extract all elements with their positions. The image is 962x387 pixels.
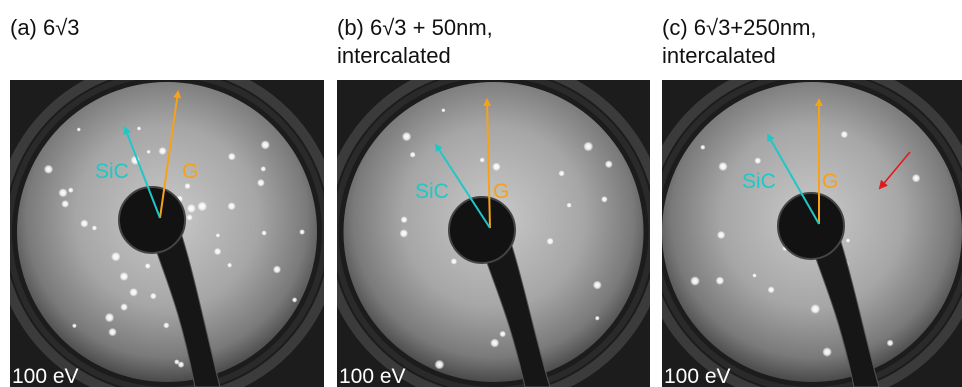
- energy-label: 100 eV: [339, 365, 406, 387]
- image-content: SiC G 100 eV: [326, 64, 662, 387]
- spot: [61, 200, 69, 208]
- spot: [228, 153, 236, 161]
- spot: [690, 276, 700, 286]
- spot: [120, 303, 128, 311]
- spot: [58, 188, 67, 197]
- page: (a) 6√3 SiC G 100 eV (b) 6√3 + 50nm, intercal…: [0, 0, 962, 387]
- spot: [595, 316, 600, 321]
- g-label: G: [822, 170, 838, 193]
- spot: [77, 127, 81, 131]
- panel-title: (a) 6√3: [10, 15, 80, 40]
- spot: [147, 150, 151, 154]
- gun-disk: [449, 197, 515, 263]
- spot: [559, 170, 565, 176]
- spot: [257, 179, 265, 187]
- spot: [187, 214, 193, 220]
- spot: [80, 219, 88, 227]
- spot: [400, 229, 409, 238]
- spot: [105, 313, 115, 323]
- spot: [451, 258, 457, 264]
- spot: [187, 204, 196, 213]
- spot: [605, 160, 613, 168]
- leed-image: SiC G 100 eV: [326, 64, 662, 387]
- spot: [716, 276, 725, 285]
- image-content: SiC G 100 eV: [0, 64, 335, 387]
- spot: [822, 347, 832, 357]
- spot: [593, 281, 602, 290]
- spot: [410, 152, 416, 158]
- leed-image: SiC G 100 eV: [0, 64, 335, 387]
- spot: [567, 203, 572, 208]
- spot: [887, 340, 894, 347]
- panel-title: intercalated: [337, 43, 451, 68]
- spot: [68, 187, 74, 193]
- spot: [583, 142, 593, 152]
- spot: [228, 202, 236, 210]
- spot: [129, 288, 138, 297]
- spot: [261, 140, 270, 149]
- spot: [163, 322, 169, 328]
- spot: [492, 163, 501, 172]
- g-label: G: [182, 160, 198, 183]
- g-label: G: [493, 180, 509, 203]
- spot: [299, 229, 305, 235]
- spot: [810, 304, 820, 314]
- spot: [184, 183, 190, 189]
- spot: [216, 233, 220, 237]
- spot: [72, 323, 77, 328]
- panel-title: (c) 6√3+250nm,: [662, 15, 817, 40]
- spot: [718, 162, 727, 171]
- spot: [401, 216, 408, 223]
- spot: [44, 165, 53, 174]
- spot: [441, 108, 445, 112]
- sic-label: SiC: [95, 160, 129, 183]
- figure: (a) 6√3 SiC G 100 eV (b) 6√3 + 50nm, intercal…: [0, 0, 962, 387]
- image-content: SiC G 100 eV: [644, 64, 962, 387]
- spot: [261, 166, 267, 172]
- energy-label: 100 eV: [664, 365, 731, 387]
- spot: [490, 338, 499, 347]
- spot: [214, 248, 221, 255]
- spot: [120, 272, 129, 281]
- spot: [261, 230, 266, 235]
- spot: [700, 145, 705, 150]
- spot: [846, 238, 850, 242]
- spot: [292, 297, 297, 302]
- spot: [434, 360, 444, 370]
- spot: [158, 147, 166, 155]
- spot: [111, 252, 121, 262]
- spot: [754, 157, 761, 164]
- spot: [841, 131, 848, 138]
- spot: [145, 263, 151, 269]
- spot: [402, 132, 412, 142]
- spot: [912, 174, 921, 183]
- spot: [752, 273, 756, 277]
- spot: [499, 331, 506, 338]
- energy-label: 100 eV: [12, 365, 79, 387]
- spot: [137, 126, 141, 130]
- panel-title: (b) 6√3 + 50nm,: [337, 15, 493, 40]
- spot: [547, 238, 554, 245]
- spot: [480, 157, 485, 162]
- leed-image: SiC G 100 eV: [644, 64, 962, 387]
- sic-label: SiC: [742, 170, 776, 193]
- sic-label: SiC: [415, 180, 449, 203]
- spot: [197, 202, 207, 212]
- spot: [601, 196, 608, 203]
- gun-disk: [778, 193, 844, 259]
- spot: [108, 328, 117, 337]
- panel-title: intercalated: [662, 43, 776, 68]
- spot: [273, 265, 281, 273]
- spot: [174, 359, 179, 364]
- spot: [92, 225, 97, 230]
- spot: [227, 263, 232, 268]
- spot: [717, 231, 725, 239]
- spot: [150, 293, 157, 300]
- spot: [768, 286, 775, 293]
